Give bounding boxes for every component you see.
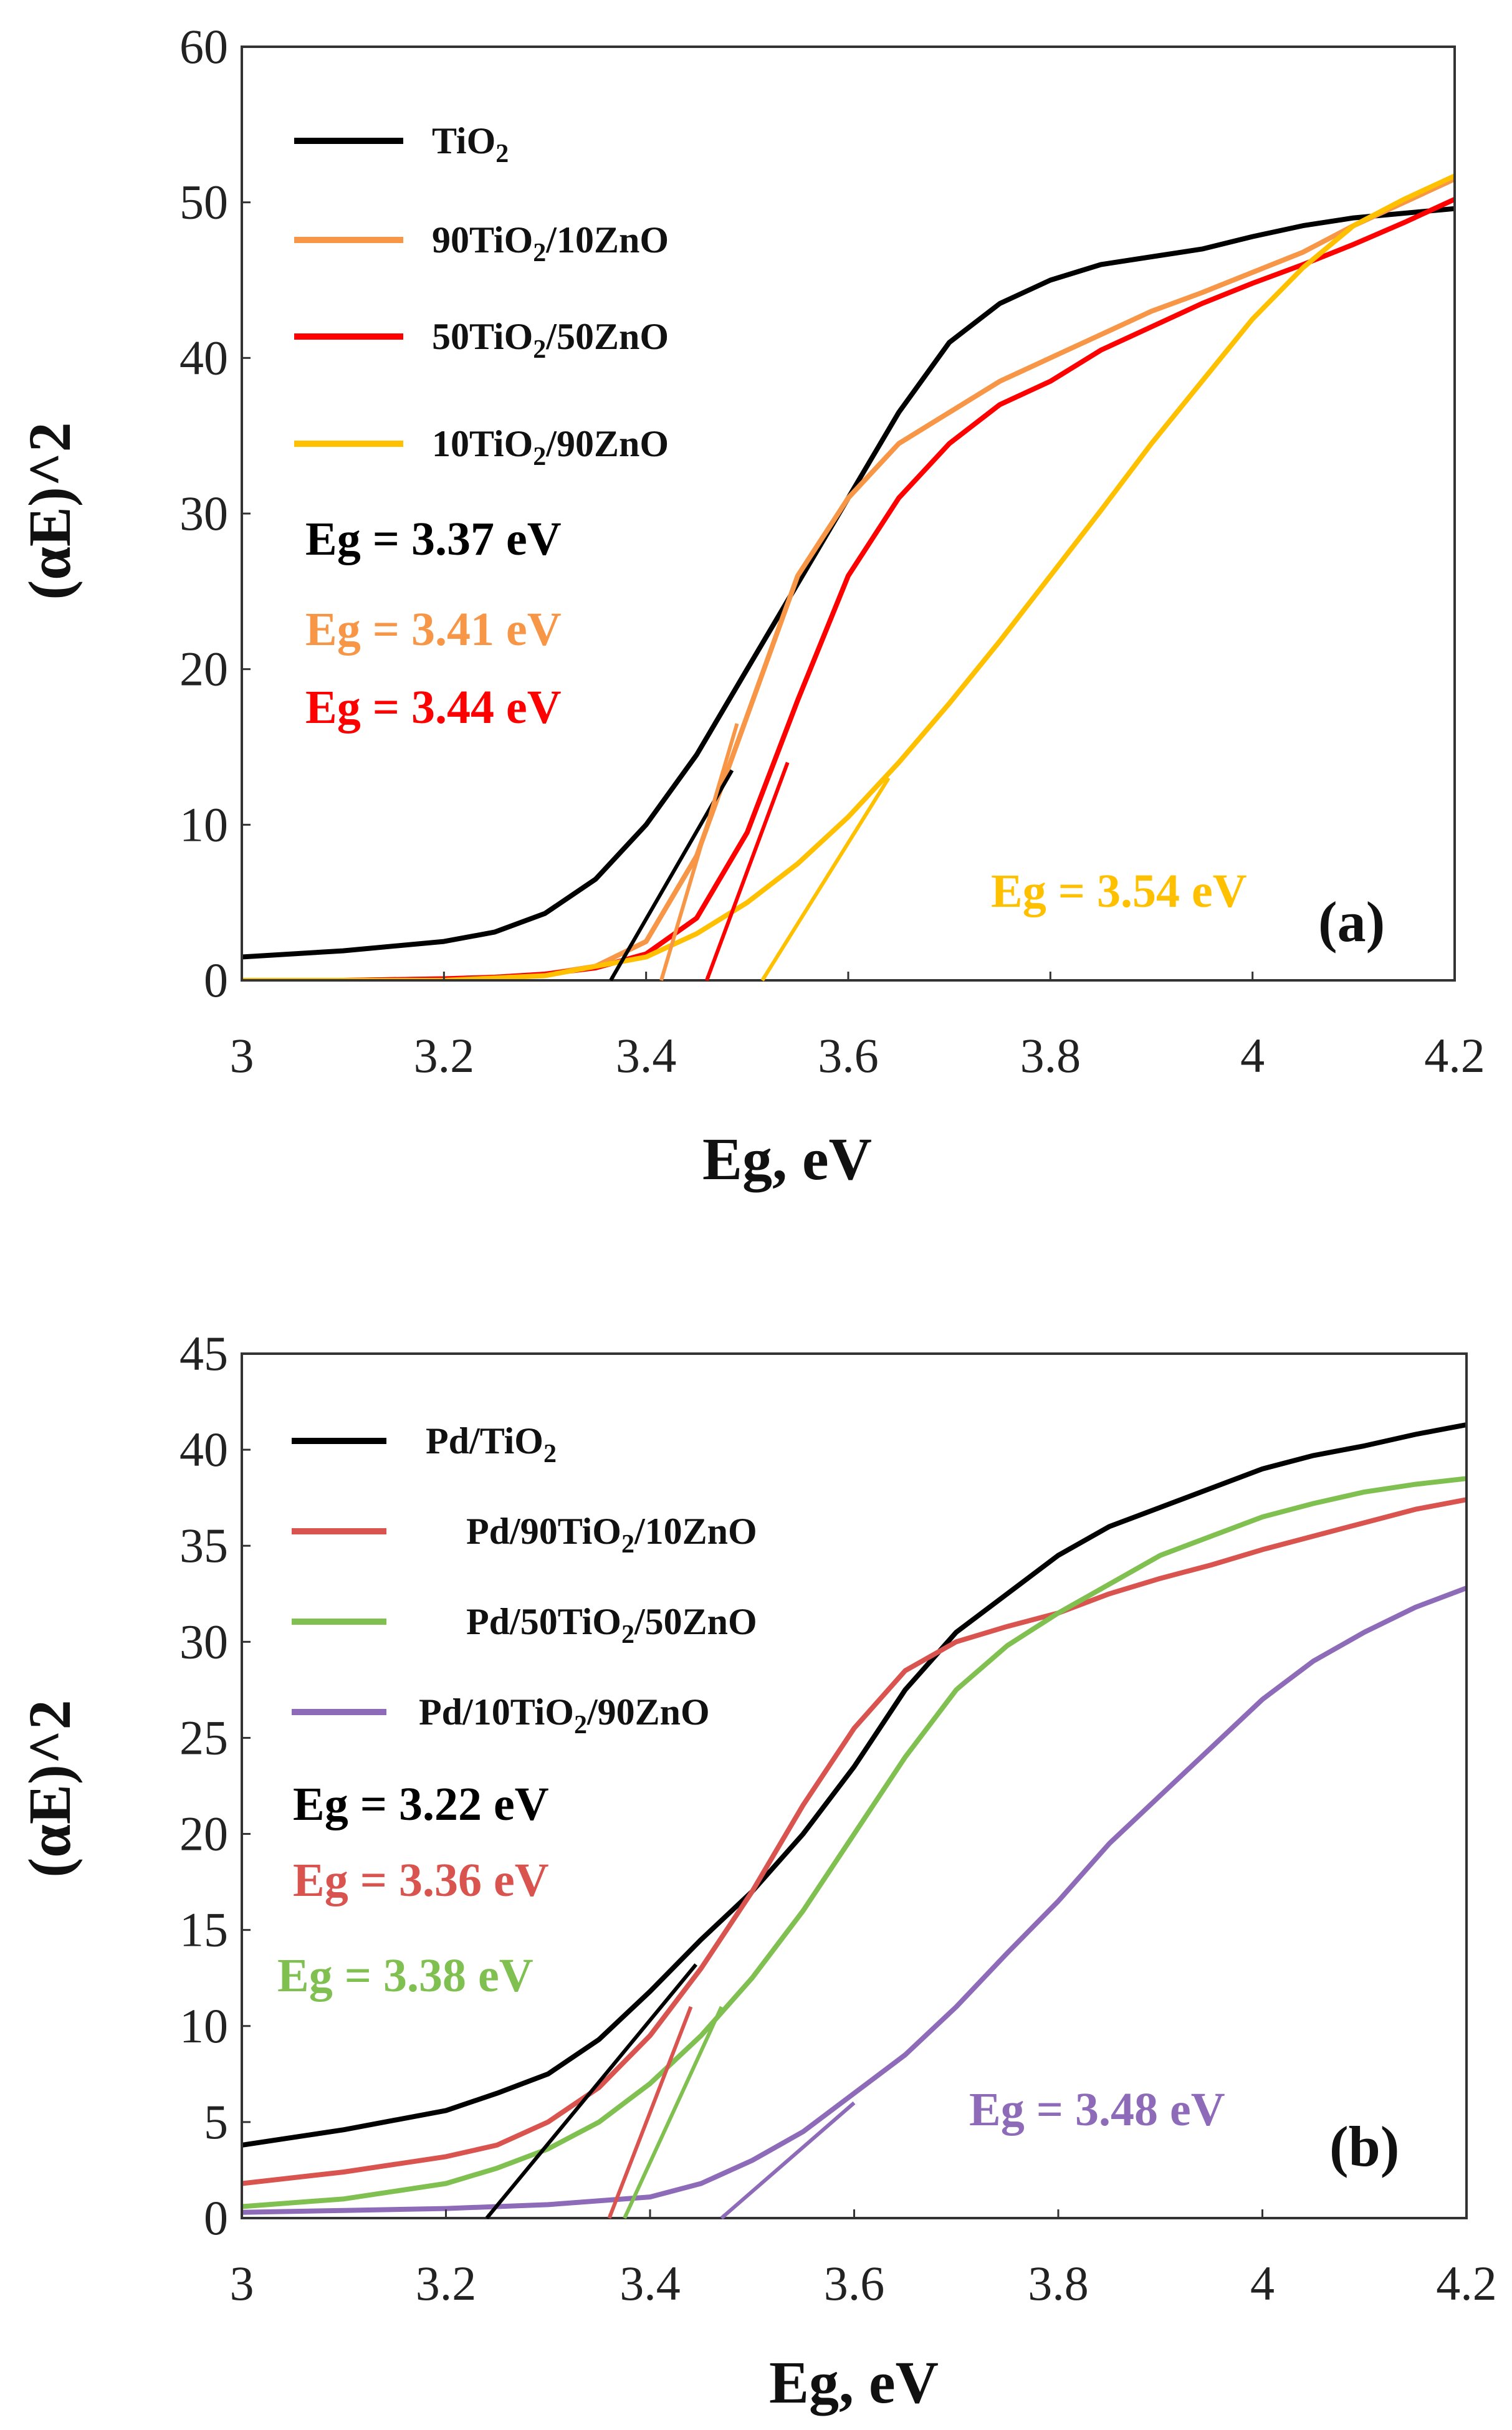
- panel-b-series-line-pd-50tio2-50zno: [242, 1476, 1467, 2209]
- panel-b-label: (b): [1329, 2115, 1399, 2178]
- panel-a-eg-annotation-tio2: Eg = 3.37 eV: [305, 513, 562, 565]
- panel-a-x-axis-label: Eg, eV: [702, 1126, 872, 1192]
- panel-a-eg-annotation-10tio2-90zno: Eg = 3.54 eV: [991, 865, 1247, 917]
- panel-a-series-line-50tio2-50zno: [242, 196, 1455, 980]
- panel-b-eg-annotation-pd-90tio2-10zno: Eg = 3.36 eV: [293, 1854, 549, 1906]
- panel-a-x-tick-label: 3.8: [1020, 1028, 1081, 1083]
- panel-b-x-axis-label: Eg, eV: [769, 2349, 939, 2416]
- panel-b-tangent-arrow-pd-tio2: [485, 1963, 698, 2219]
- panel-b-x-tick-label: 3.2: [416, 2256, 477, 2310]
- panel-a-ticks: 3 3.2 3.4 3.6 3.8 4 4.2 0 10 20 30 40 50 60: [179, 19, 1485, 1083]
- panel-b-y-tick-label: 45: [179, 1326, 228, 1380]
- panel-b-y-tick-label: 30: [179, 1614, 228, 1668]
- legend-label-pd-50tio2-50zno: Pd/50TiO2/50ZnO: [466, 1601, 757, 1649]
- panel-b-y-tick-label: 25: [179, 1710, 228, 1764]
- panel-b-eg-annotation-pd-10tio2-90zno: Eg = 3.48 eV: [969, 2083, 1225, 2136]
- panel-b-eg-annotation-pd-tio2: Eg = 3.22 eV: [293, 1778, 549, 1830]
- panel-b-y-tick-label: 5: [204, 2095, 228, 2149]
- panel-b-y-tick-label: 20: [179, 1807, 228, 1861]
- panel-a-y-tick-label: 20: [179, 642, 228, 696]
- panel-a-tangent-arrow-50tio2-50zno: [705, 762, 790, 982]
- panel-b-y-axis-label: (αE)^2: [16, 1700, 83, 1877]
- panel-a-x-tick-label: 3.4: [616, 1028, 677, 1083]
- panel-a-y-tick-label: 50: [179, 175, 228, 229]
- panel-a-y-tick-label: 0: [204, 953, 228, 1007]
- panel-b-x-tick-label: 3.8: [1028, 2256, 1089, 2310]
- panel-a-y-tick-label: 60: [179, 19, 228, 74]
- panel-a-y-axis-label: (αE)^2: [16, 422, 83, 600]
- panel-b-y-tick-label: 40: [179, 1422, 228, 1476]
- panel-b-tangent-arrow-pd-10tio2-90zno: [720, 2101, 856, 2220]
- legend-label-tio2: TiO2: [432, 120, 509, 168]
- panel-a-series-line-tio2: [242, 206, 1455, 960]
- panel-a-eg-annotation-50tio2-50zno: Eg = 3.44 eV: [305, 681, 562, 734]
- panel-a: 3 3.2 3.4 3.6 3.8 4 4.2 0 10 20 30 40 50 60 Eg, eV (α…: [16, 19, 1485, 1192]
- panel-b-ticks: 3 3.2 3.4 3.6 3.8 4 4.2 0 5 10 15 20 25 30 35 40 45: [179, 1326, 1497, 2310]
- legend-label-50tio2-50zno: 50TiO2/50ZnO: [432, 316, 669, 364]
- panel-a-x-tick-label: 4.2: [1424, 1028, 1485, 1083]
- panel-b-series-line-pd-10tio2-90zno: [242, 1586, 1467, 2215]
- panel-b-series-layer: [242, 1422, 1467, 2215]
- panel-b-y-tick-label: 10: [179, 1999, 228, 2053]
- panel-b-y-tick-label: 15: [179, 1903, 228, 1957]
- panel-b-x-tick-label: 3.6: [824, 2256, 885, 2310]
- panel-b-x-tick-label: 3.4: [620, 2256, 681, 2310]
- panel-a-y-tick-label: 10: [179, 797, 228, 851]
- legend-label-pd-10tio2-90zno: Pd/10TiO2/90ZnO: [419, 1691, 710, 1739]
- panel-a-x-tick-label: 4: [1240, 1028, 1265, 1083]
- panel-b-x-tick-label: 4: [1250, 2256, 1275, 2310]
- panel-a-tangent-arrow-10tio2-90zno: [760, 777, 891, 982]
- panel-b-x-tick-label: 4.2: [1436, 2256, 1497, 2310]
- panel-a-series-layer: [242, 173, 1455, 980]
- panel-a-x-tick-label: 3.6: [818, 1028, 879, 1083]
- panel-b-y-tick-label: 0: [204, 2191, 228, 2245]
- legend-label-10tio2-90zno: 10TiO2/90ZnO: [432, 423, 669, 471]
- legend-label-pd-90tio2-10zno: Pd/90TiO2/10ZnO: [466, 1511, 757, 1559]
- panel-a-x-tick-label: 3.2: [414, 1028, 475, 1083]
- legend-label-90tio2-10zno: 90TiO2/10ZnO: [432, 219, 669, 267]
- panel-a-eg-annotation-90tio2-10zno: Eg = 3.41 eV: [305, 603, 562, 656]
- panel-b-series-line-pd-tio2: [242, 1422, 1467, 2148]
- panel-b-eg-annotation-pd-50tio2-50zno: Eg = 3.38 eV: [277, 1949, 534, 2002]
- panel-a-series-line-10tio2-90zno: [242, 173, 1455, 980]
- panel-b-y-tick-label: 35: [179, 1518, 228, 1572]
- panel-b: 3 3.2 3.4 3.6 3.8 4 4.2 0 5 10 15 20 25 30 35 40 45 Eg, …: [16, 1326, 1497, 2416]
- panel-a-label: (a): [1318, 890, 1385, 954]
- panel-b-tangent-arrow-pd-50tio2-50zno: [623, 2006, 724, 2219]
- panel-a-y-tick-label: 40: [179, 330, 228, 385]
- panel-a-legend: TiO2 90TiO2/10ZnO 50TiO2/50ZnO 10TiO2/90…: [294, 120, 669, 471]
- legend-label-pd-tio2: Pd/TiO2: [426, 1420, 557, 1468]
- panel-b-series-line-pd-90tio2-10zno: [242, 1497, 1467, 2186]
- panel-a-y-tick-label: 30: [179, 486, 228, 540]
- panel-a-tangent-arrow-90tio2-10zno: [659, 723, 739, 981]
- panel-b-tangent-arrow-pd-90tio2-10zno: [607, 2006, 693, 2219]
- panel-a-x-tick-label: 3: [230, 1028, 254, 1083]
- panel-b-x-tick-label: 3: [230, 2256, 254, 2310]
- panel-b-legend: Pd/TiO2 Pd/90TiO2/10ZnO Pd/50TiO2/50ZnO …: [292, 1420, 757, 1739]
